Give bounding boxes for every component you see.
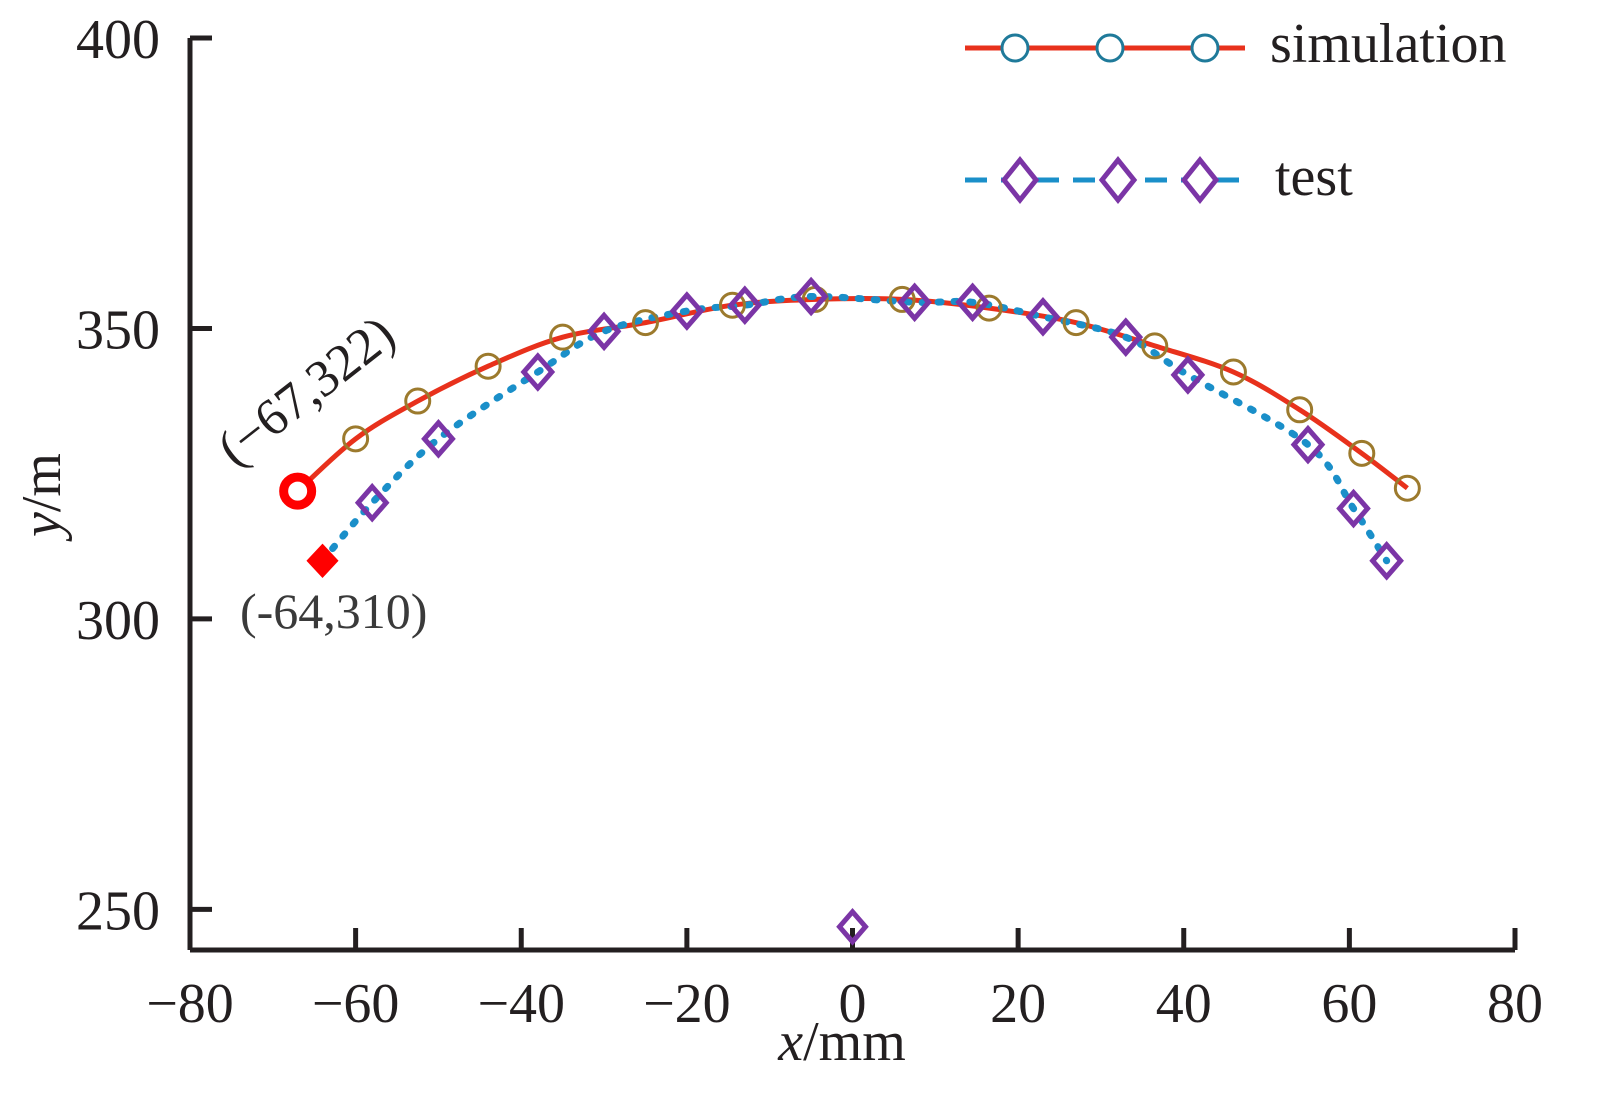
x-tick-label: 60 (1321, 973, 1377, 1035)
test-point (354, 482, 390, 523)
test-point (793, 276, 829, 317)
y-axis-unit: /m (11, 453, 73, 512)
test-point-highlight (306, 543, 339, 579)
x-axis-label: x/mm (777, 1011, 906, 1073)
legend-item-simulation: simulation (965, 13, 1506, 75)
simulation-point-highlight (279, 472, 317, 510)
y-axis-var: y (11, 512, 73, 542)
simulation-point (549, 323, 577, 351)
simulation-point (1219, 358, 1247, 386)
legend-simulation-marker (1000, 33, 1030, 63)
annotation-test-start: (-64,310) (240, 583, 427, 639)
y-tick-label: 350 (76, 299, 160, 361)
test-point (669, 291, 705, 331)
test-point (1369, 541, 1404, 581)
x-tick-label: 40 (1156, 973, 1212, 1035)
legend-simulation-marker (1095, 33, 1125, 63)
simulation-point (342, 425, 370, 453)
test-point-outlier (836, 907, 869, 946)
legend-simulation-label: simulation (1270, 13, 1506, 75)
x-tick-label: 20 (990, 973, 1046, 1035)
x-axis-unit: /mm (803, 1011, 906, 1073)
x-tick-label: 0 (839, 973, 867, 1035)
series-layer (279, 276, 1421, 946)
legend: simulation test (965, 13, 1506, 208)
y-tick-label: 400 (76, 9, 160, 71)
simulation-point (1348, 439, 1376, 467)
test-point (727, 285, 763, 326)
simulation-point (1393, 474, 1421, 502)
test-point (1336, 488, 1371, 529)
legend-test-marker (1180, 155, 1220, 205)
legend-test-marker (1098, 155, 1138, 205)
legend-simulation-marker (1190, 33, 1220, 63)
simulation-point (975, 294, 1003, 322)
simulation-point (888, 285, 916, 313)
y-axis-label: y/m (11, 453, 73, 542)
x-tick-label: −20 (643, 973, 731, 1035)
simulation-point (404, 387, 432, 415)
simulation-point (1141, 332, 1169, 360)
test-point (1290, 424, 1326, 465)
test-point (897, 282, 932, 323)
test-point (1025, 297, 1061, 337)
test-point (520, 352, 556, 392)
x-tick-label: 80 (1487, 973, 1543, 1035)
simulation-line (295, 295, 1409, 493)
x-tick-label: −80 (146, 973, 234, 1035)
test-point (1108, 317, 1144, 357)
legend-test-label: test (1275, 146, 1353, 208)
legend-item-test: test (965, 146, 1353, 208)
annotation-simulation-start: (−67,322) (207, 305, 405, 477)
test-point (1170, 355, 1206, 395)
simulation-point (474, 352, 502, 380)
x-axis-var: x (777, 1011, 803, 1073)
simulation-point (718, 291, 746, 319)
test-point (955, 282, 990, 323)
axes-layer: −80 −60 −40 −20 0 20 40 60 80 250 300 350 400 (76, 9, 1543, 1035)
test-point (421, 419, 456, 459)
x-tick-label: −40 (477, 973, 565, 1035)
y-tick-label: 250 (76, 880, 160, 942)
simulation-point (1286, 396, 1314, 424)
simulation-point (1062, 309, 1090, 337)
test-point (586, 311, 622, 352)
y-tick-label: 300 (76, 590, 160, 652)
x-tick-label: −60 (312, 973, 400, 1035)
simulation-point (631, 309, 659, 337)
legend-test-marker (1000, 155, 1040, 205)
test-line (319, 292, 1391, 565)
